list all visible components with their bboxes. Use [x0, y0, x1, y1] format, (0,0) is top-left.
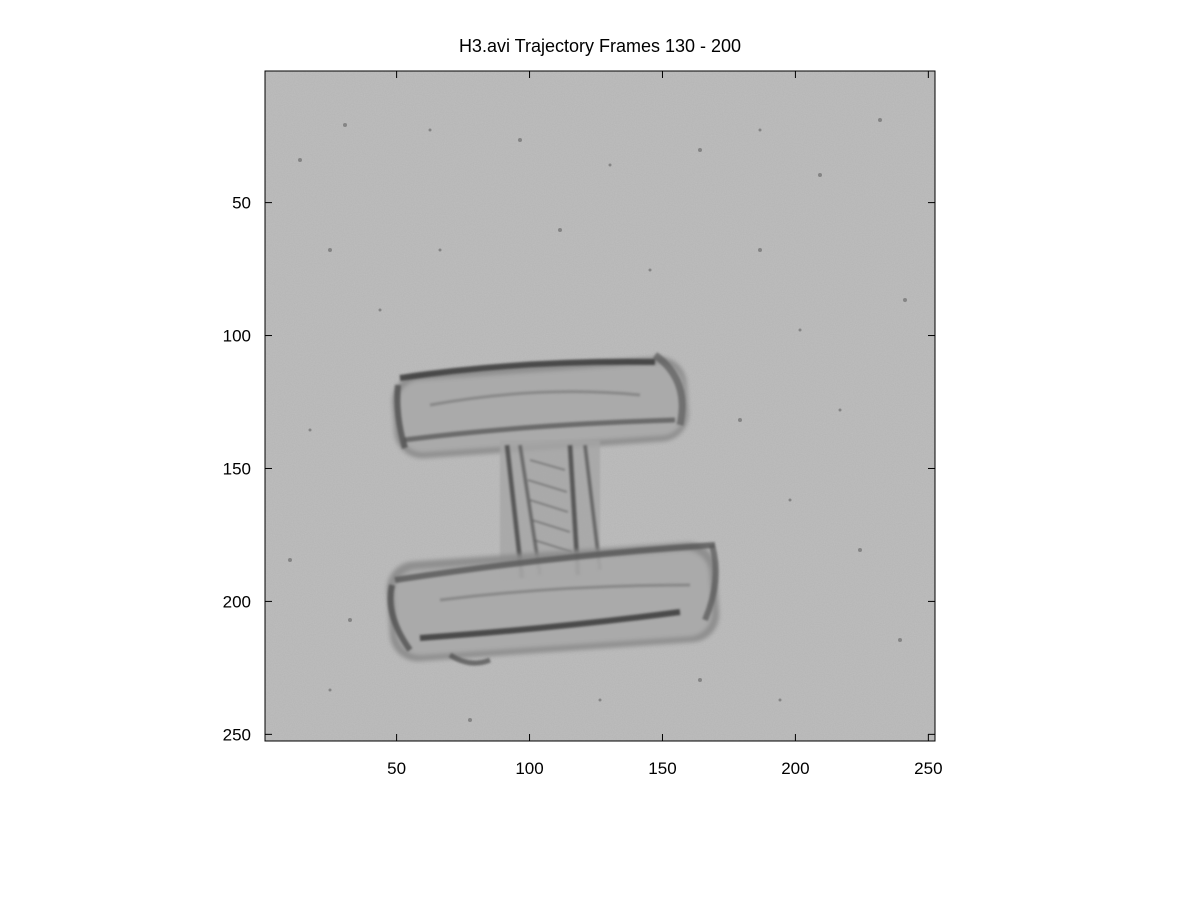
x-tick-label: 200: [781, 759, 809, 778]
x-tick-label: 100: [515, 759, 543, 778]
h-structure: [386, 352, 720, 666]
debris-specks: [288, 118, 907, 722]
axis-ticks: [265, 71, 935, 741]
figure-title: H3.avi Trajectory Frames 130 - 200: [458, 36, 742, 56]
image-plot-area: [265, 71, 935, 741]
axis-tick-labels: 50 100 150 200 250 50 100 150 200 250: [223, 194, 943, 778]
x-tick-label: 250: [914, 759, 942, 778]
x-tick-label: 50: [387, 759, 406, 778]
y-tick-label: 50: [232, 194, 251, 213]
y-tick-label: 150: [223, 459, 251, 478]
y-tick-label: 200: [223, 592, 251, 611]
axes-frame: [264, 70, 936, 742]
y-tick-label: 100: [223, 327, 251, 346]
y-tick-label: 250: [223, 725, 251, 744]
x-tick-label: 150: [648, 759, 676, 778]
